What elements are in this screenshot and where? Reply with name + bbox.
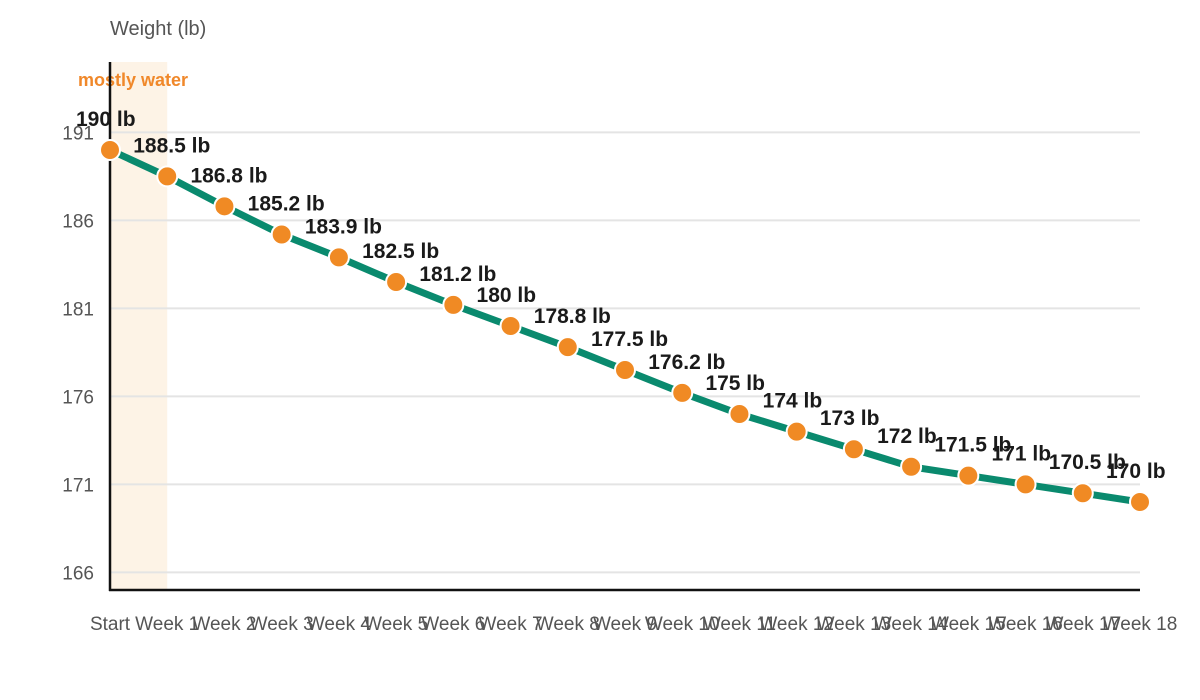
x-tick-label: Week 16 [988,614,1063,635]
x-tick-label: Week 5 [364,614,428,635]
y-tick-label: 191 [62,123,94,144]
data-label: 171 lb [992,442,1052,465]
x-tick-label: Week 3 [250,614,314,635]
data-label: 170 lb [1106,460,1166,483]
data-label: 180 lb [477,284,537,307]
x-tick-label: Week 18 [1103,614,1178,635]
x-tick-label: Week 8 [536,614,600,635]
data-label: 185.2 lb [248,192,325,215]
x-tick-label: Week 10 [645,614,720,635]
data-label: 182.5 lb [362,240,439,263]
data-point [213,195,236,218]
data-point [270,223,293,246]
data-point [442,293,465,316]
data-point [327,246,350,269]
x-tick-label: Start [90,614,131,635]
data-label: 190 lb [76,108,136,131]
x-tick-label: Week 11 [703,614,776,635]
x-tick-label: Week 1 [135,614,199,635]
data-label: 170.5 lb [1049,451,1126,474]
data-point [385,271,408,293]
data-point [99,139,121,161]
y-axis-label: Weight (lb) [110,18,206,40]
data-point [728,403,751,425]
data-label: 173 lb [820,407,880,430]
data-point [900,455,923,478]
data-point [957,464,980,487]
y-tick-label: 171 [62,475,94,496]
y-axis-ticks: 166 171 176 181 186 191 [62,123,94,584]
data-point [1129,491,1151,513]
x-tick-label: Week 4 [307,614,372,635]
data-label: 176.2 lb [648,351,725,374]
data-point [614,359,636,381]
y-tick-label: 186 [62,211,94,232]
x-tick-label: Week 12 [759,614,834,635]
x-tick-label: Week 9 [593,614,657,635]
data-point [499,315,522,337]
data-label: 175 lb [705,372,765,395]
data-label: 186.8 lb [190,164,267,187]
data-point [556,336,579,359]
data-label: 178.8 lb [534,305,611,328]
x-tick-label: Week 17 [1045,614,1120,635]
x-tick-label: Week 2 [192,614,256,635]
data-points [99,139,1151,513]
annotation-label: mostly water [78,70,188,90]
data-point [1014,473,1037,496]
data-label: 181.2 lb [419,263,496,286]
y-tick-label: 166 [62,563,94,584]
y-tick-label: 181 [62,299,94,320]
x-tick-label: Week 15 [931,614,1006,635]
data-label: 188.5 lb [133,134,210,157]
data-label: 177.5 lb [591,328,668,351]
data-label: 174 lb [763,390,823,413]
data-point [785,420,808,443]
data-point [842,438,865,461]
grid-lines [110,131,1140,574]
data-label: 172 lb [877,425,937,448]
data-point [1071,482,1094,505]
y-tick-label: 176 [62,387,94,408]
x-tick-label: Week 13 [817,614,892,635]
data-point [671,381,694,404]
data-label: 171.5 lb [934,434,1011,457]
data-point [156,165,179,188]
data-label: 183.9 lb [305,215,382,238]
x-tick-label: Week 6 [421,614,485,635]
x-tick-label: Week 7 [479,614,543,635]
x-tick-label: Week 14 [874,614,949,635]
